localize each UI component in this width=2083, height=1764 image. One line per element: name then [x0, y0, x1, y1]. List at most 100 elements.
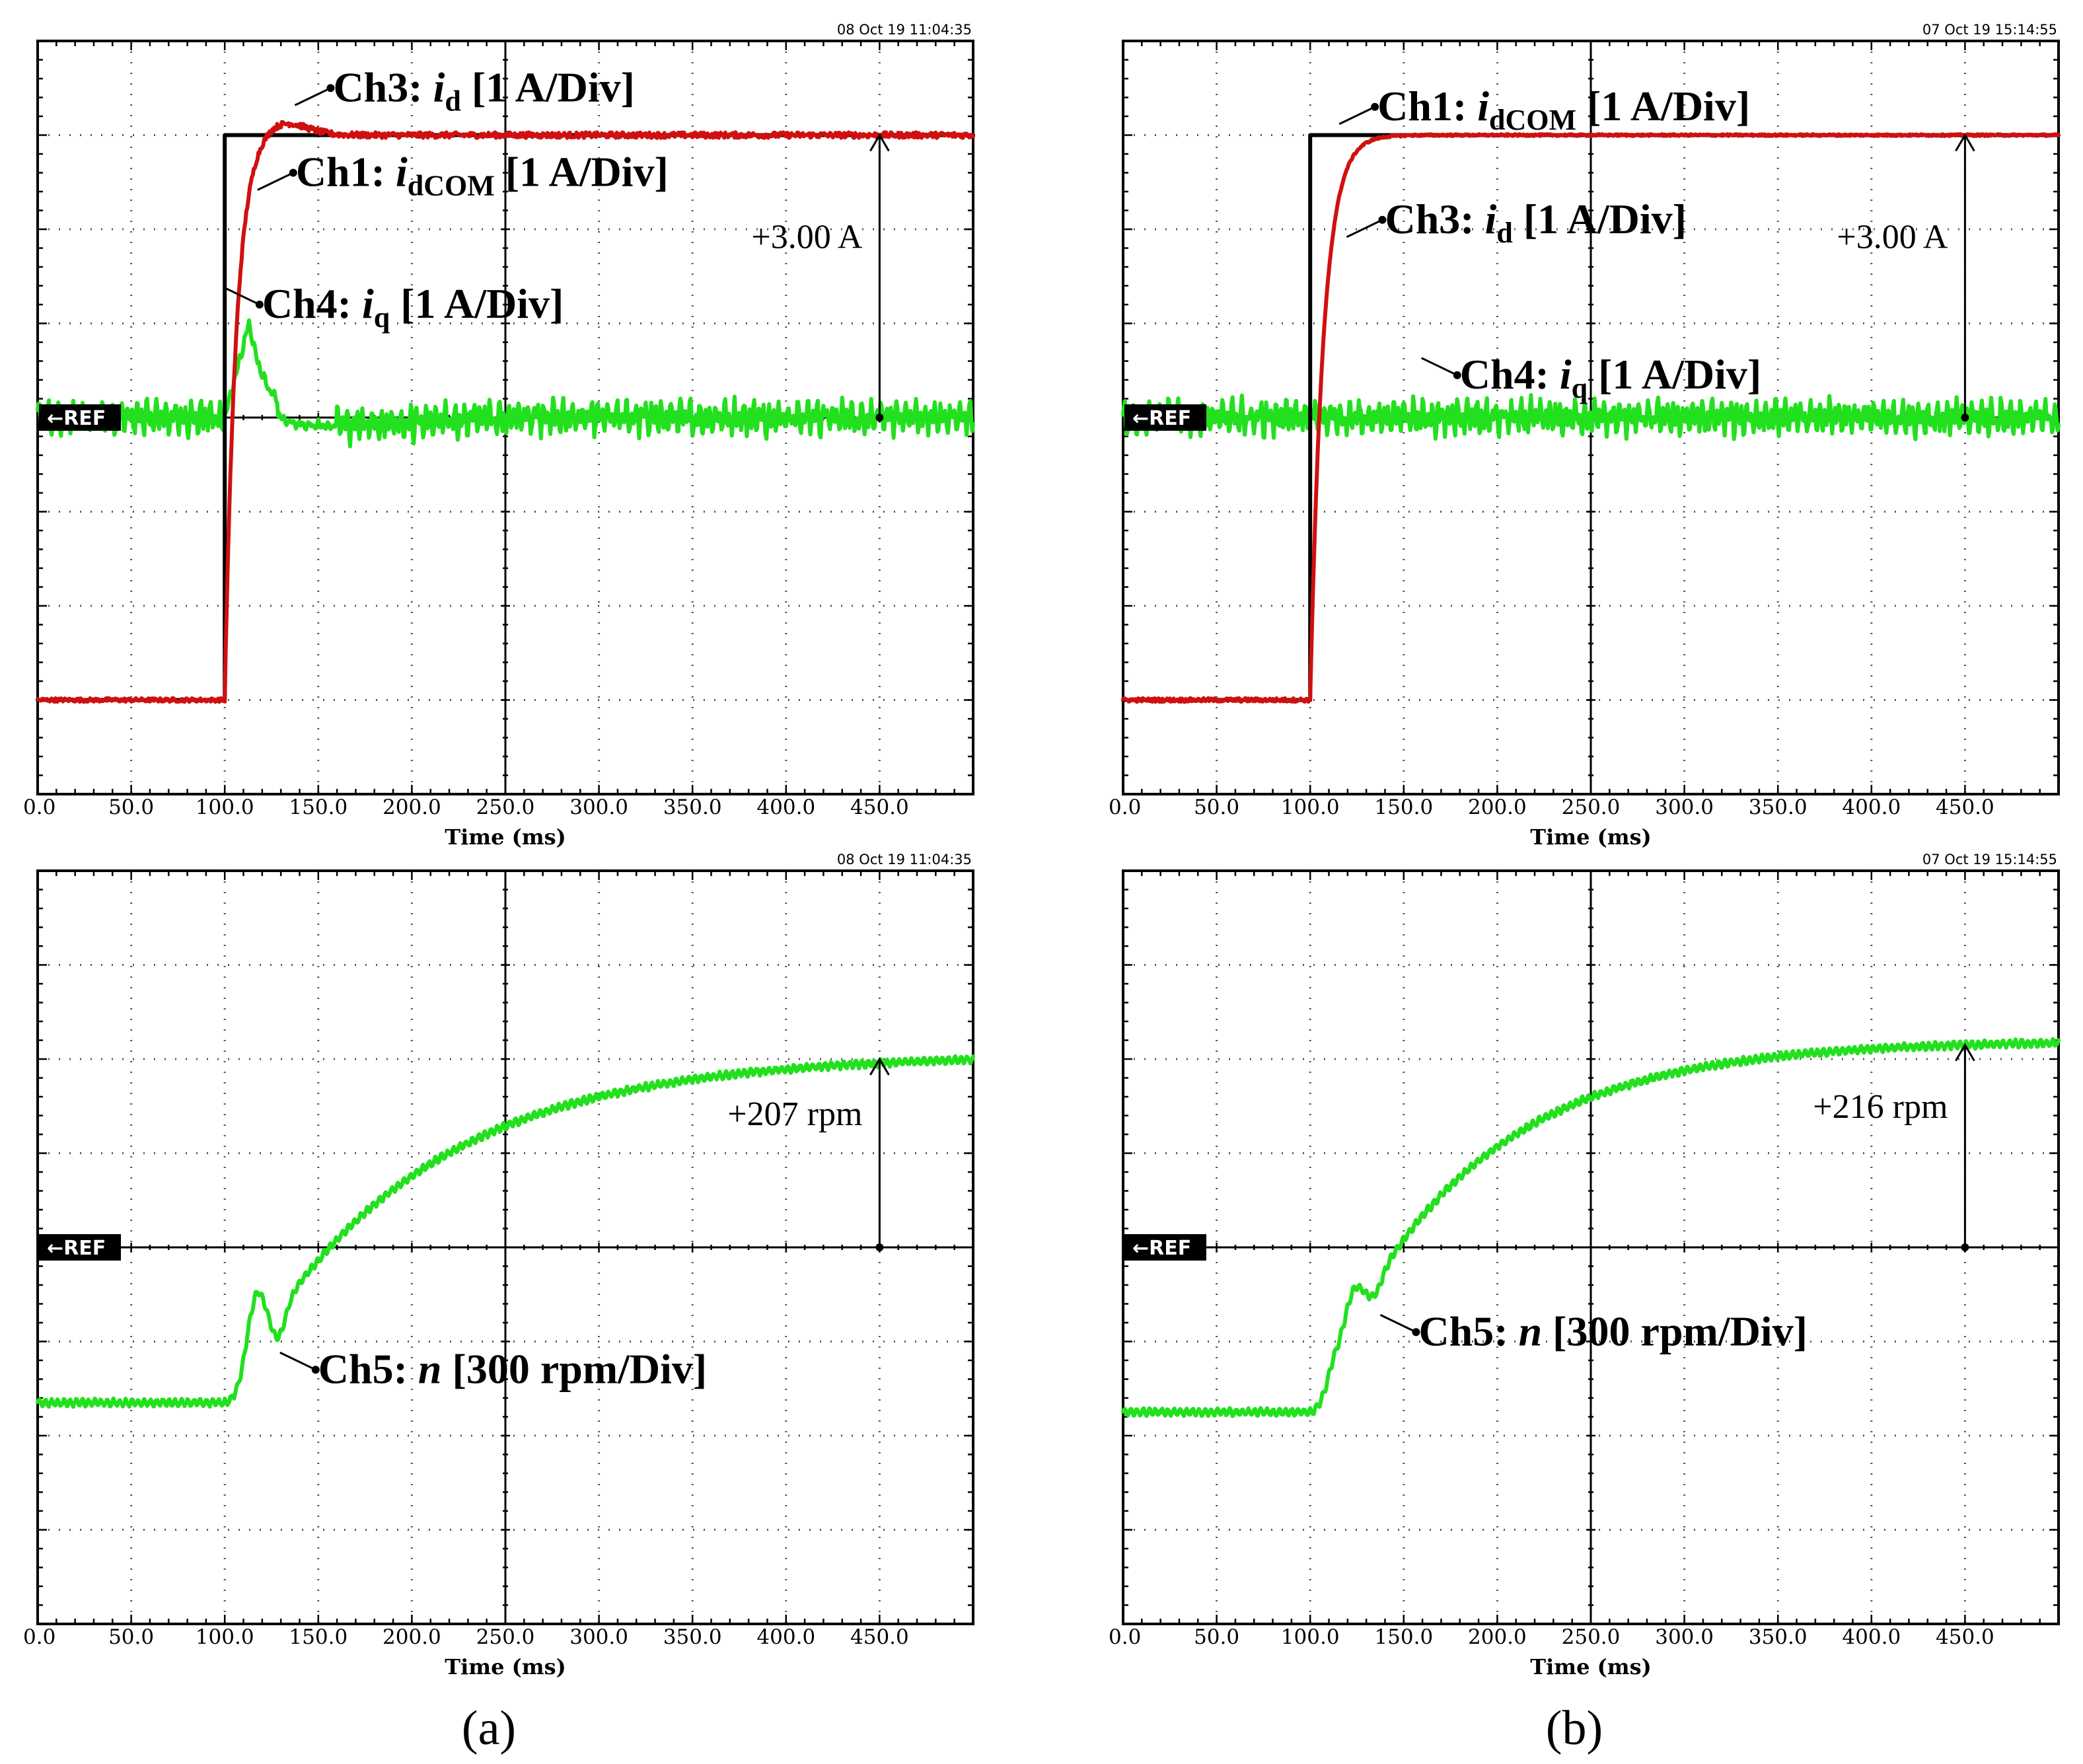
- x-tick-label: 50.0: [1194, 1625, 1239, 1649]
- chart-panel-2: 07 Oct 19 15:14:55 0.0 50.0 100.0 150.0 200.0…: [1109, 22, 2061, 850]
- annotation-subscript: q: [1572, 372, 1588, 404]
- annotation-variable: i: [362, 280, 374, 327]
- annotation-unit: [1 A/Div]: [495, 149, 669, 196]
- annotation-leader: [279, 1351, 316, 1371]
- trace-ch4: [36, 318, 975, 449]
- annotation-leader: [1338, 106, 1375, 126]
- x-tick-label: 450.0: [850, 1625, 909, 1649]
- annotation-unit: [1 A/Div]: [390, 280, 564, 327]
- annotation-unit: [1 A/Div]: [1576, 83, 1750, 129]
- annotation-subscript: d: [1496, 217, 1512, 249]
- ref-marker: ←REF: [39, 404, 121, 431]
- x-tick-label: 250.0: [476, 795, 535, 819]
- timestamp-label: 07 Oct 19 15:14:55: [1922, 852, 2057, 867]
- measurement-dot: [875, 1243, 884, 1251]
- measurement-arrowhead: [1955, 1043, 1975, 1062]
- x-tick-label: 400.0: [1842, 1625, 1901, 1649]
- annotation-variable: n: [1519, 1307, 1543, 1354]
- measurement-arrowhead: [1955, 133, 1975, 152]
- channel-annotation: Ch5: n [300 rpm/Div]: [318, 1345, 707, 1392]
- x-tick-label: 100.0: [1281, 795, 1340, 819]
- ref-marker: ←REF: [1124, 1234, 1206, 1261]
- annotation-unit: [300 rpm/Div]: [1542, 1307, 1808, 1354]
- annotation-variable: i: [396, 149, 408, 196]
- x-tick-label: 450.0: [1936, 1625, 1994, 1649]
- x-tick-label: 250.0: [476, 1625, 535, 1649]
- annotation-subscript: q: [374, 301, 390, 334]
- ref-marker: ←REF: [1124, 404, 1206, 431]
- annotation-subscript: dCOM: [408, 170, 495, 202]
- panel-label-b: (b): [1546, 1701, 1603, 1755]
- ref-label: ←REF: [47, 1237, 106, 1260]
- annotation-leader: [223, 286, 260, 306]
- x-axis-title: Time (ms): [445, 825, 566, 850]
- x-tick-label: 100.0: [196, 1625, 254, 1649]
- x-tick-label: 400.0: [756, 1625, 815, 1649]
- trace-ch5: [36, 1054, 975, 1409]
- x-tick-label: 300.0: [1655, 795, 1714, 819]
- ref-box: [1124, 404, 1206, 431]
- ref-box: [1124, 1234, 1206, 1261]
- timestamp-label: 07 Oct 19 15:14:55: [1922, 22, 2057, 38]
- x-tick-label: 0.0: [1109, 795, 1141, 819]
- annotation-channel: Ch4:: [1460, 351, 1560, 398]
- measurement-arrowhead: [869, 1057, 890, 1076]
- x-tick-label: 300.0: [569, 795, 628, 819]
- channel-annotation: Ch3: id [1 A/Div]: [1385, 196, 1686, 249]
- annotation-channel: Ch4:: [262, 280, 362, 327]
- trace-ch4: [1121, 393, 2061, 441]
- annotation-leader: [294, 87, 332, 106]
- measurement-arrowhead: [869, 133, 890, 152]
- measurement-label: +207 rpm: [727, 1095, 862, 1133]
- measurement-label: +3.00 A: [751, 219, 862, 256]
- x-tick-label: 200.0: [383, 795, 441, 819]
- annotation-channel: Ch5:: [1418, 1307, 1518, 1354]
- x-tick-label: 250.0: [1562, 795, 1621, 819]
- trace-ch3: [36, 120, 975, 704]
- annotation-channel: Ch1:: [1377, 83, 1477, 129]
- x-tick-label: 150.0: [1374, 795, 1433, 819]
- annotation-unit: [1 A/Div]: [1588, 351, 1761, 398]
- channel-annotation: Ch1: idCOM [1 A/Div]: [296, 149, 669, 202]
- x-tick-label: 350.0: [1749, 795, 1808, 819]
- x-tick-label: 400.0: [1842, 795, 1901, 819]
- annotation-unit: [300 rpm/Div]: [442, 1345, 708, 1392]
- timestamp-label: 08 Oct 19 11:04:35: [837, 852, 972, 867]
- panel-label-a: (a): [462, 1701, 516, 1755]
- x-tick-label: 200.0: [383, 1625, 441, 1649]
- measurement-dot: [1961, 414, 1969, 422]
- x-tick-label: 150.0: [289, 795, 347, 819]
- annotation-variable: i: [1485, 196, 1497, 242]
- chart-panel-3: 08 Oct 19 11:04:35 0.0 50.0 100.0 150.0 200.0…: [23, 852, 975, 1679]
- channel-annotation: Ch5: n [300 rpm/Div]: [1418, 1307, 1807, 1354]
- annotation-unit: [1 A/Div]: [1513, 196, 1687, 242]
- annotation-variable: n: [418, 1345, 442, 1392]
- annotation-unit: [1 A/Div]: [461, 63, 635, 110]
- channel-annotation: Ch1: idCOM [1 A/Div]: [1377, 83, 1750, 136]
- x-tick-label: 450.0: [850, 795, 909, 819]
- ref-box: [39, 1234, 121, 1261]
- annotation-channel: Ch5:: [318, 1345, 418, 1392]
- x-tick-label: 400.0: [756, 795, 815, 819]
- ref-label: ←REF: [1132, 407, 1191, 430]
- ref-box: [39, 404, 121, 431]
- annotation-leader: [1379, 1313, 1417, 1333]
- x-axis-title: Time (ms): [1530, 1654, 1651, 1679]
- trace-ch3: [1121, 132, 2061, 704]
- trace-ch5: [1121, 1037, 2061, 1418]
- annotation-leader: [257, 172, 294, 191]
- x-tick-label: 450.0: [1936, 795, 1994, 819]
- annotation-channel: Ch3:: [333, 63, 433, 110]
- measurement-label: +3.00 A: [1837, 219, 1948, 256]
- x-tick-label: 350.0: [1749, 1625, 1808, 1649]
- x-tick-label: 300.0: [569, 1625, 628, 1649]
- x-tick-label: 50.0: [108, 1625, 154, 1649]
- measurement-label: +216 rpm: [1813, 1088, 1948, 1126]
- x-tick-label: 100.0: [1281, 1625, 1340, 1649]
- x-axis-title: Time (ms): [445, 1654, 566, 1679]
- channel-annotation: Ch3: id [1 A/Div]: [333, 63, 634, 117]
- channel-annotation: Ch4: iq [1 A/Div]: [1460, 351, 1761, 404]
- x-tick-label: 50.0: [1194, 795, 1239, 819]
- x-tick-label: 350.0: [663, 795, 722, 819]
